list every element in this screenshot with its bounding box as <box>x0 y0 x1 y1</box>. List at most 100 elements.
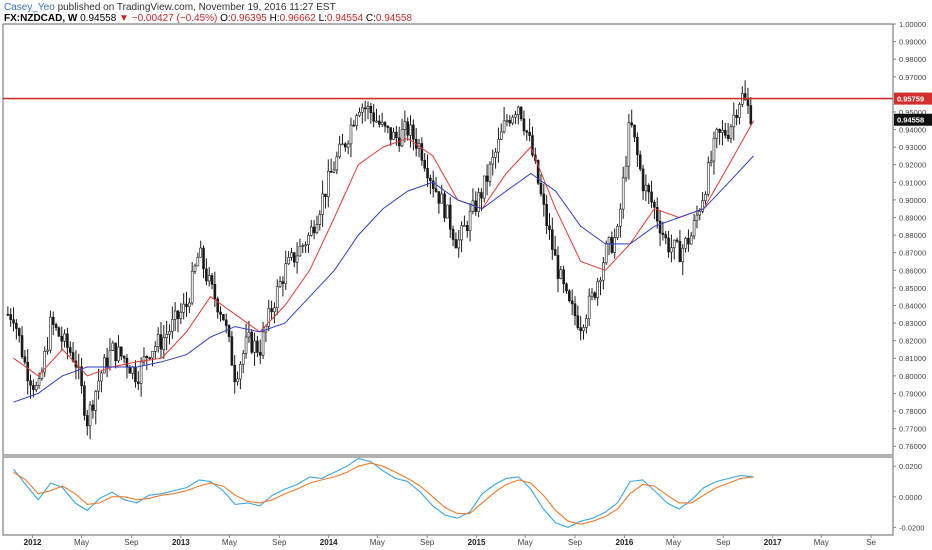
author-link[interactable]: Casey_Yeo <box>4 2 55 13</box>
candle-body <box>437 191 441 204</box>
candle-body <box>239 364 242 380</box>
last-price-tag <box>894 113 932 126</box>
candle <box>448 197 452 238</box>
y-tick-label: 0.95000 <box>899 108 926 117</box>
candle <box>386 125 390 134</box>
candle <box>511 114 514 126</box>
candle <box>485 164 489 196</box>
candle-body <box>497 139 500 153</box>
candle <box>599 277 602 296</box>
candle <box>117 335 120 363</box>
candle <box>278 276 282 288</box>
candle <box>219 306 222 322</box>
candle <box>32 379 35 398</box>
candle <box>505 114 509 127</box>
candle <box>171 306 174 339</box>
candle <box>34 381 38 393</box>
candle <box>465 220 469 238</box>
candle <box>190 262 194 306</box>
candle <box>344 142 347 152</box>
candle <box>230 331 234 366</box>
candle <box>159 321 163 359</box>
candle-body <box>247 331 251 338</box>
candle <box>295 242 299 274</box>
candle <box>627 113 631 180</box>
candle-body <box>604 243 608 264</box>
candle <box>502 107 506 134</box>
candle <box>298 238 302 257</box>
y-tick-label: 0.91000 <box>899 178 926 187</box>
candle-body <box>667 237 670 253</box>
candle-body <box>131 366 134 374</box>
candle-body <box>128 367 132 374</box>
candle-body <box>23 356 27 363</box>
candle-body <box>261 331 265 356</box>
candle <box>709 150 713 167</box>
candle-body <box>145 356 149 358</box>
open-value: 0.96395 <box>230 13 267 24</box>
candle <box>46 337 49 355</box>
candle <box>463 215 466 227</box>
candle-body <box>355 115 358 126</box>
candle-body <box>173 310 177 320</box>
candle-body <box>32 384 35 391</box>
candle-body <box>395 131 398 139</box>
candle-body <box>576 315 580 328</box>
candle <box>202 245 205 279</box>
candle <box>363 100 367 122</box>
candle <box>551 217 554 260</box>
candle-body <box>199 247 202 258</box>
y-tick-label: 0.98000 <box>899 55 926 64</box>
candle <box>287 251 290 265</box>
candle <box>292 251 296 268</box>
candle-body <box>602 262 605 281</box>
candle <box>162 324 166 359</box>
candle <box>43 346 47 377</box>
candle-body <box>210 275 214 285</box>
candle <box>329 158 333 173</box>
y-tick-label: 0.81000 <box>899 354 926 363</box>
candle-body <box>12 319 15 324</box>
candle-body <box>650 191 653 203</box>
candle-body <box>270 308 273 313</box>
osc-y-tick-label: -0.0200 <box>899 523 924 532</box>
candle-body <box>502 120 506 133</box>
oscillator-panel-frame <box>2 456 894 536</box>
ema-fast-line <box>13 120 755 377</box>
candle <box>516 105 520 125</box>
candle <box>281 276 285 297</box>
candle <box>111 340 115 351</box>
oscillator-line <box>13 457 754 528</box>
candle <box>100 371 103 393</box>
candle-body <box>505 119 509 122</box>
candle-body <box>587 295 591 320</box>
candle-body <box>457 239 461 249</box>
candle-body <box>681 247 685 263</box>
last-price-label: 0.94558 <box>897 116 924 125</box>
y-tick-label: 0.85000 <box>899 284 926 293</box>
candle-body <box>647 184 651 193</box>
candle-body <box>701 200 704 212</box>
symbol-label[interactable]: FX:NZDCAD, W <box>4 13 78 24</box>
candle <box>205 258 208 286</box>
candle <box>29 374 32 399</box>
candle-body <box>156 334 160 347</box>
candle-body <box>349 124 353 145</box>
candle-body <box>83 385 86 416</box>
quote-line: FX:NZDCAD, W 0.94558 ▼ −0.00427 (−0.45%)… <box>4 13 412 24</box>
candle-body <box>26 361 30 382</box>
candle-body <box>426 167 429 179</box>
candle-body <box>312 226 316 234</box>
candle-body <box>573 303 577 317</box>
y-tick-label: 0.86000 <box>899 266 926 275</box>
x-tick-label: 2017 <box>764 538 782 547</box>
candle-body <box>111 342 115 351</box>
x-tick-label: May <box>370 538 385 547</box>
osc-y-tick-label: 0.0200 <box>899 462 922 471</box>
candle <box>134 360 137 388</box>
y-tick-label: 0.78000 <box>899 407 926 416</box>
candle-body <box>423 160 427 169</box>
candle <box>624 155 628 182</box>
candle-body <box>165 334 168 339</box>
